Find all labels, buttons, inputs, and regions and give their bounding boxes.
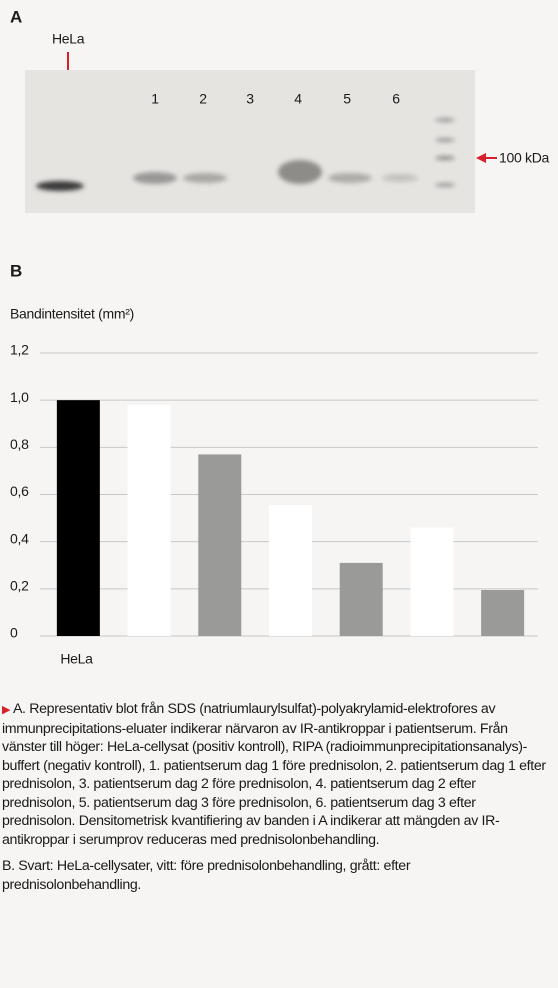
y-tick-label: 0,4	[10, 530, 29, 546]
panel-label: B	[10, 261, 22, 280]
bar	[340, 563, 383, 636]
y-tick-label: 0	[10, 625, 18, 641]
y-tick-label: 0,8	[10, 436, 29, 452]
lane-label: 2	[199, 91, 207, 107]
caption-paragraph: ▶ A. Representativ blot från SDS (natriu…	[2, 700, 550, 849]
lane-label: 5	[343, 91, 351, 107]
y-axis-title: Bandintensitet (mm²)	[10, 306, 134, 322]
lane-label: 4	[294, 91, 302, 107]
bar	[410, 528, 453, 636]
y-tick-label: 0,6	[10, 483, 29, 499]
x-tick-label: HeLa	[60, 651, 93, 667]
panel-label: A	[10, 7, 22, 26]
bullet: ▶	[2, 704, 10, 716]
lane-label: 1	[151, 91, 159, 107]
y-tick-label: 1,0	[10, 389, 29, 405]
bar	[269, 505, 312, 636]
y-tick-label: 0,2	[10, 578, 29, 594]
figure: A HeLa 100 kDa B Bandintensitet (mm²) 1 2…	[0, 0, 558, 988]
caption: ▶ A. Representativ blot från SDS (natriu…	[2, 700, 550, 902]
figure-panels: A HeLa 100 kDa B Bandintensitet (mm²) 1 2…	[0, 0, 558, 690]
marker-label: 100 kDa	[499, 150, 550, 166]
hela-label: HeLa	[52, 31, 85, 47]
y-tick-label: 1,2	[10, 342, 29, 358]
caption-text: B. Svart: HeLa-cellysater, vitt: före pr…	[2, 858, 410, 893]
marker-arrow-head	[476, 153, 486, 163]
lane-label: 6	[392, 91, 400, 107]
bar	[481, 590, 524, 636]
lane-label: 3	[246, 91, 254, 107]
caption-paragraph: B. Svart: HeLa-cellysater, vitt: före pr…	[2, 857, 550, 894]
caption-text: A. Representativ blot från SDS (natriuml…	[2, 701, 546, 848]
bar	[57, 400, 100, 636]
bar	[198, 454, 241, 636]
bar	[128, 405, 171, 636]
